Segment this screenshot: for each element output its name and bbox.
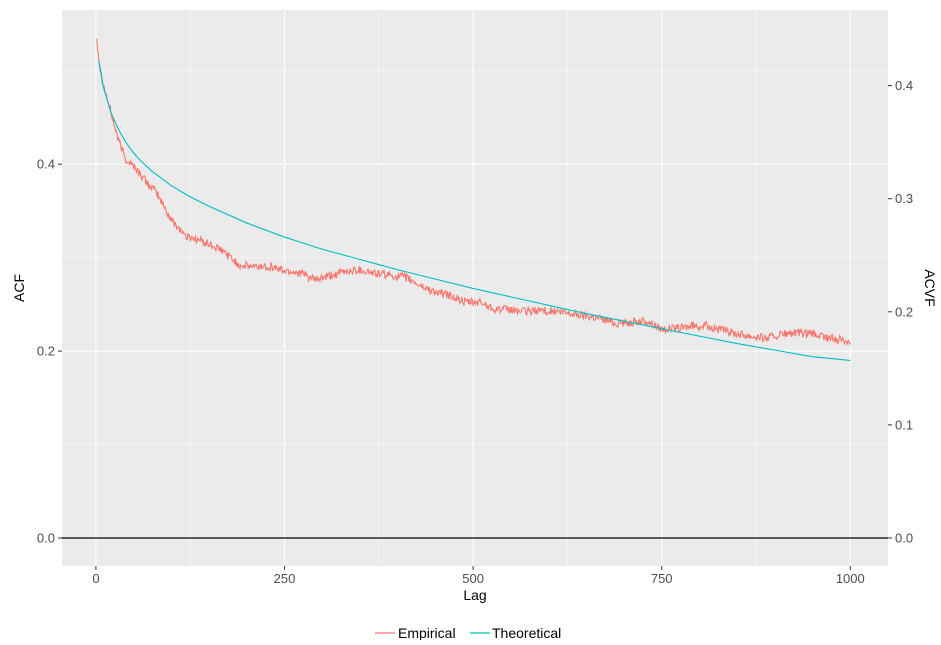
x-tick-label: 750 xyxy=(651,571,673,586)
series-line-theoretical xyxy=(98,61,851,361)
y2-tick-label: 0.2 xyxy=(895,304,913,319)
y2-tick-label: 0.1 xyxy=(895,417,913,432)
x-tick-label: 500 xyxy=(462,571,484,586)
x-axis: 0 250 500 750 1000 xyxy=(92,566,865,586)
legend: Empirical Theoretical xyxy=(375,625,561,641)
x-tick-label: 1000 xyxy=(836,571,865,586)
plot-panel xyxy=(62,10,888,566)
x-tick-label: 0 xyxy=(92,571,99,586)
legend-label-empirical: Empirical xyxy=(398,625,456,640)
y2-tick-label: 0.3 xyxy=(895,191,913,206)
y-axis-title: ACF xyxy=(11,274,27,302)
legend-label-theoretical: Theoretical xyxy=(492,625,561,640)
x-tick-label: 250 xyxy=(274,571,296,586)
y-tick-label: 0.2 xyxy=(37,344,55,359)
y-tick-label: 0.4 xyxy=(37,157,55,172)
x-axis-title: Lag xyxy=(463,587,486,603)
y2-tick-label: 0.0 xyxy=(895,530,913,545)
y-axis-right: 0.0 0.1 0.2 0.3 0.4 xyxy=(888,78,913,545)
minor-gridlines xyxy=(62,10,888,566)
series-line-empirical xyxy=(96,38,851,346)
y2-axis-title: ACVF xyxy=(922,269,938,306)
y2-tick-label: 0.4 xyxy=(895,78,913,93)
series-layer xyxy=(96,38,851,361)
y-tick-label: 0.0 xyxy=(37,530,55,545)
y-axis-left: 0.0 0.2 0.4 xyxy=(37,157,62,545)
